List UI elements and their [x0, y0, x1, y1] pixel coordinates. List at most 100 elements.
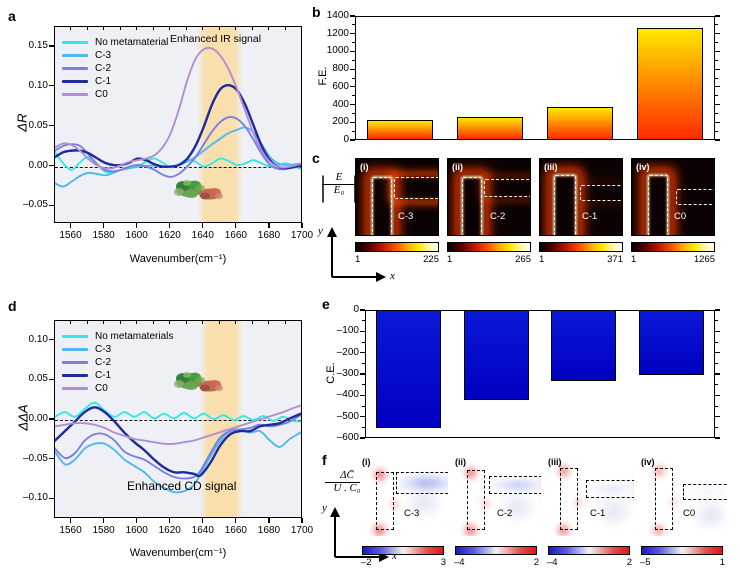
- panel-tick: [49, 125, 54, 127]
- panel-tick-minor: [715, 15, 718, 17]
- panel-tick-minor: [362, 437, 365, 439]
- x-tick-label: 1580: [92, 525, 115, 536]
- x-tick-label: 1560: [59, 525, 82, 536]
- field-glow: [645, 172, 671, 235]
- structure-outline-vertical: [655, 468, 673, 530]
- map-index-label: (ii): [455, 458, 466, 467]
- structure-outline-vertical: [554, 175, 576, 235]
- panel-tick-minor: [715, 24, 718, 26]
- panel-tick-minor: [362, 416, 365, 418]
- panel-tick-minor: [715, 130, 718, 132]
- panel-tick-minor: [352, 95, 355, 97]
- map-name-label: C-3: [404, 508, 420, 519]
- panel-tick-minor: [235, 26, 237, 30]
- panel-tick-minor: [136, 320, 138, 324]
- legend-swatch-c1: [62, 80, 88, 83]
- panel-tick-minor: [362, 320, 365, 322]
- y-tick-label: –400: [336, 389, 359, 401]
- x-tick-label: 1640: [191, 230, 214, 241]
- panel-tick-minor: [284, 320, 286, 324]
- panel-tick: [202, 518, 204, 523]
- panel-tick-minor: [352, 112, 355, 114]
- map-index-label: (iv): [636, 162, 650, 172]
- x-tick-label: 1700: [290, 525, 314, 536]
- panel-f-ylabel: ΔC̄ U . C₀: [325, 469, 369, 494]
- background-blob: [691, 498, 727, 532]
- background-blob: [497, 490, 537, 524]
- x-tick-label: 1620: [158, 230, 181, 241]
- panel-tick-minor: [352, 104, 355, 106]
- field-map-c0: (iv) C0: [631, 158, 715, 236]
- panel-tick-minor: [715, 104, 718, 106]
- panel-tick-minor: [352, 68, 355, 70]
- x-tick-label: 1660: [224, 230, 247, 241]
- panel-tick: [301, 518, 303, 523]
- panel-a-zero-line: [55, 166, 301, 168]
- colorbar-c-3: [355, 242, 439, 252]
- panel-tick-minor: [251, 320, 253, 324]
- panel-tick-minor: [352, 130, 355, 132]
- panel-tick-minor: [352, 77, 355, 79]
- legend-swatch-d-c3: [62, 348, 88, 351]
- panel-tick-minor: [715, 112, 718, 114]
- panel-tick: [235, 223, 237, 228]
- y-tick-label: –0.05: [22, 452, 48, 464]
- panel-a-xlabel: Wavenumber(cm⁻¹): [129, 253, 227, 265]
- colorbar-f-c-1: [548, 546, 630, 555]
- bar-c0: [636, 27, 704, 140]
- y-tick-label: 0.00: [28, 159, 48, 171]
- panel-f-axis-x-label: x: [392, 550, 397, 562]
- panel-e-bars: [365, 310, 715, 438]
- colorbar-f-c0: [641, 546, 723, 555]
- panel-tick-minor: [715, 416, 718, 418]
- legend-label-d-c1: C-1: [95, 369, 112, 381]
- colorbar-max-label: 265: [515, 254, 531, 265]
- chirality-map-c0: (iv) C0: [639, 458, 727, 536]
- panel-tick: [169, 518, 171, 523]
- panel-tick: [69, 223, 72, 228]
- colorbar-min-label: –2: [361, 557, 372, 568]
- map-name-label: C-2: [497, 508, 513, 519]
- panel-tick: [49, 45, 54, 47]
- colorbar-min-label: 1: [355, 254, 361, 265]
- colorbar-min-label: 1: [631, 254, 637, 265]
- structure-outline-horizontal: [489, 476, 541, 494]
- chirality-map-c-1: (iii) C-1: [546, 458, 634, 536]
- panel-tick-minor: [352, 59, 355, 61]
- panel-tick-minor: [218, 26, 220, 30]
- field-glow: [369, 174, 395, 235]
- panel-tick-minor: [268, 320, 270, 324]
- panel-tick: [69, 518, 72, 523]
- field-map-c-2: (ii) C-2: [447, 158, 531, 236]
- panel-tick-minor: [715, 373, 718, 375]
- x-tick-label: 1680: [257, 230, 281, 241]
- map-name-label: C0: [674, 211, 687, 222]
- panel-c-ylabel: | | E E₀: [320, 171, 358, 201]
- legend-label-c1: C-1: [95, 75, 112, 87]
- y-tick-label: –0.10: [22, 492, 48, 504]
- panel-label-e: e: [322, 296, 330, 312]
- legend-item-d-no-metamaterials: No metamaterials: [62, 330, 173, 343]
- structure-outline-horizontal: [683, 484, 727, 500]
- y-tick-label: –600: [336, 432, 359, 443]
- panel-tick: [268, 518, 270, 523]
- colorbar-max-label: 225: [423, 254, 439, 265]
- colorbar-f-c-3: [362, 546, 444, 555]
- map-index-label: (ii): [452, 162, 463, 172]
- panel-tick-minor: [362, 341, 365, 343]
- panel-tick-minor: [284, 26, 286, 30]
- panel-b-bars: [355, 16, 715, 140]
- colorbar-max-label: 3: [440, 557, 446, 568]
- bar-c-1: [546, 107, 614, 140]
- panel-tick: [49, 458, 54, 460]
- panel-tick-minor: [715, 59, 718, 61]
- map-name-label: C0: [683, 508, 696, 519]
- legend-item-no-metamaterial: No metamaterial: [62, 36, 168, 49]
- legend-label-d-c3: C-3: [95, 343, 112, 355]
- legend-item-d-c2: C-2: [62, 356, 173, 369]
- panel-label-c: c: [312, 150, 320, 166]
- panel-tick-minor: [235, 320, 237, 324]
- legend-swatch-c0: [62, 93, 88, 96]
- positive-chirality-hotspot: [667, 495, 680, 509]
- negative-chirality-region: [400, 474, 448, 492]
